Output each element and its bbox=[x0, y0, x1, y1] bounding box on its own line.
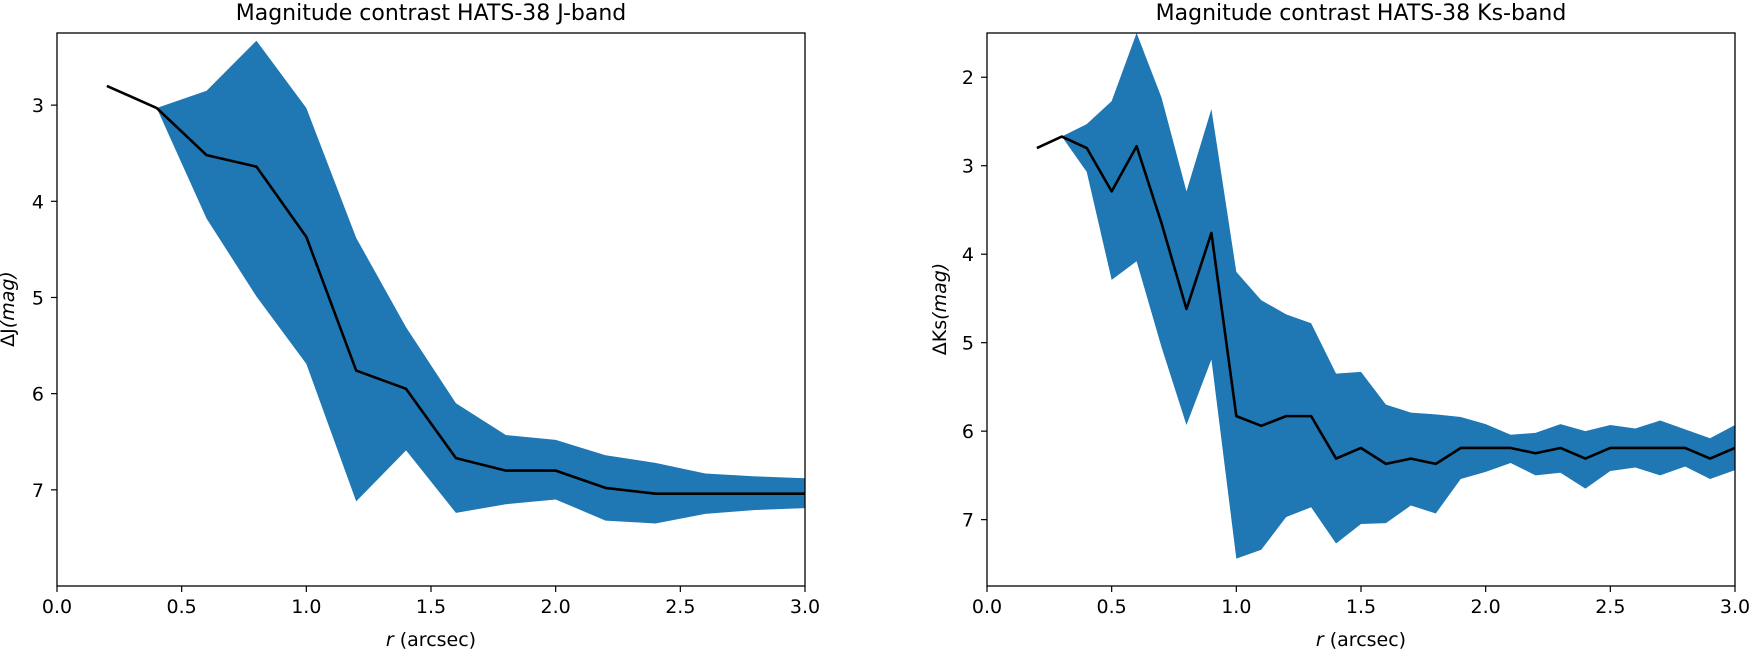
ks-band-uncertainty-band bbox=[1061, 33, 1735, 559]
ks-band-y-ticks: 2 3 4 5 6 7 bbox=[962, 67, 987, 532]
j-band-x-tick-label: 2.5 bbox=[665, 596, 695, 618]
j-band-x-tick-label: 1.5 bbox=[416, 596, 446, 618]
j-band-contrast-line bbox=[106, 84, 805, 495]
ks-band-x-tick-label: 1.5 bbox=[1346, 596, 1376, 618]
ks-band-plot-area bbox=[1036, 33, 1736, 559]
ks-band-y-tick-label: 7 bbox=[962, 510, 974, 532]
ks-band-y-axis-label: ΔKs(mag) bbox=[929, 263, 951, 355]
j-band-y-axis-label: ΔJ(mag) bbox=[0, 271, 19, 347]
j-band-y-tick-label: 3 bbox=[32, 95, 44, 117]
ks-band-x-tick-label: 1.0 bbox=[1221, 596, 1251, 618]
ks-band-y-axis-unit: (mag) bbox=[929, 263, 951, 320]
ks-band-x-axis-unit: (arcsec) bbox=[1324, 629, 1406, 650]
j-band-x-tick-label: 0.0 bbox=[42, 596, 72, 618]
j-band-title: Magnitude contrast HATS-38 J-band bbox=[236, 1, 627, 26]
ks-band-x-ticks: 0.0 0.5 1.0 1.5 2.0 2.5 3.0 bbox=[972, 586, 1750, 618]
j-band-x-tick-label: 1.0 bbox=[291, 596, 321, 618]
j-band-y-axis-prefix: ΔJ bbox=[0, 328, 19, 347]
ks-band-x-tick-label: 0.5 bbox=[1097, 596, 1127, 618]
ks-band-x-axis-var: r bbox=[1316, 629, 1325, 650]
ks-band-y-tick-label: 5 bbox=[962, 333, 974, 355]
ks-band-y-tick-label: 4 bbox=[962, 244, 974, 266]
j-band-y-tick-label: 6 bbox=[32, 384, 44, 406]
j-band-x-ticks: 0.0 0.5 1.0 1.5 2.0 2.5 3.0 bbox=[42, 586, 820, 618]
ks-band-y-tick-label: 2 bbox=[962, 67, 974, 89]
ks-band-y-tick-label: 3 bbox=[962, 156, 974, 178]
j-band-x-axis-unit: (arcsec) bbox=[394, 629, 476, 650]
j-band-x-axis-var: r bbox=[386, 629, 395, 650]
j-band-y-tick-label: 4 bbox=[32, 191, 44, 213]
ks-band-y-tick-label: 6 bbox=[962, 421, 974, 443]
ks-band-x-tick-label: 2.0 bbox=[1471, 596, 1501, 618]
j-band-y-axis-unit: (mag) bbox=[0, 271, 19, 328]
ks-band-x-tick-label: 3.0 bbox=[1720, 596, 1750, 618]
ks-band-x-axis-label: r (arcsec) bbox=[1316, 629, 1406, 650]
ks-band-x-tick-label: 0.0 bbox=[972, 596, 1002, 618]
j-band-panel: Magnitude contrast HATS-38 J-band 0.0 0.5… bbox=[0, 1, 820, 650]
j-band-uncertainty-band bbox=[156, 40, 806, 524]
j-band-x-tick-label: 3.0 bbox=[790, 596, 820, 618]
ks-band-contrast-line bbox=[1036, 135, 1736, 466]
j-band-plot-area bbox=[106, 40, 806, 524]
ks-band-y-axis-prefix: ΔKs bbox=[929, 320, 951, 355]
ks-band-x-tick-label: 2.5 bbox=[1595, 596, 1625, 618]
j-band-y-tick-label: 7 bbox=[32, 480, 44, 502]
ks-band-panel: Magnitude contrast HATS-38 Ks-band 0.0 0.… bbox=[929, 1, 1750, 650]
j-band-x-tick-label: 0.5 bbox=[167, 596, 197, 618]
j-band-y-ticks: 3 4 5 6 7 bbox=[32, 95, 57, 502]
ks-band-title: Magnitude contrast HATS-38 Ks-band bbox=[1156, 1, 1567, 26]
j-band-y-tick-label: 5 bbox=[32, 287, 44, 309]
j-band-x-axis-label: r (arcsec) bbox=[386, 629, 476, 650]
j-band-x-tick-label: 2.0 bbox=[541, 596, 571, 618]
